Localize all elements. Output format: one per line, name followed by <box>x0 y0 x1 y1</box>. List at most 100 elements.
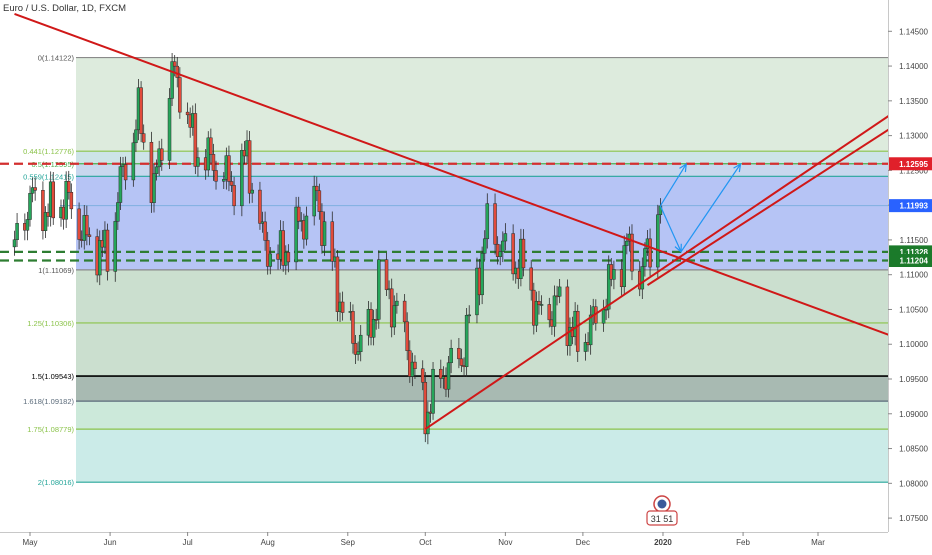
candle-body <box>240 150 244 207</box>
candle-body <box>185 111 190 116</box>
candle-body <box>25 219 30 231</box>
candle-body <box>265 240 270 267</box>
candle-body <box>640 266 645 290</box>
candle-body <box>557 286 562 297</box>
candle-body <box>87 234 92 237</box>
fib-level-label: 1.618(1.09182) <box>23 397 74 406</box>
time-tick-label: Dec <box>576 538 590 547</box>
candle-body <box>263 221 267 241</box>
candle-body <box>178 77 182 113</box>
candle-body <box>64 180 68 220</box>
candle-body <box>134 129 138 144</box>
candle-body <box>322 221 327 246</box>
candle-body <box>141 133 146 143</box>
price-tick-label: 1.14000 <box>899 62 928 71</box>
plot-area[interactable]: 0(1.14122) 0.441(1.12776) 0.5(1.12595) 0.55… <box>0 0 897 532</box>
candle-body <box>113 221 118 272</box>
candle-body <box>193 113 198 167</box>
candle-body <box>656 214 660 268</box>
candle-body <box>482 238 487 254</box>
candle-body <box>268 253 273 267</box>
candle-body <box>457 347 461 360</box>
candle-body <box>229 181 234 186</box>
candle-body <box>449 347 453 364</box>
price-badge-label: 1.12595 <box>899 160 928 169</box>
fib-zone <box>76 322 888 377</box>
candle-body <box>98 240 102 276</box>
fib-level-label: 1(1.11069) <box>38 266 74 275</box>
price-tick-label: 1.12500 <box>899 166 928 175</box>
price-badge <box>889 157 932 171</box>
candle-body <box>601 309 606 324</box>
candle-body <box>154 166 159 174</box>
candle-body <box>209 137 213 155</box>
candle-body <box>521 238 526 269</box>
candle-body <box>552 295 557 327</box>
candle-body <box>77 208 81 240</box>
candle-body <box>480 253 484 296</box>
candle-body <box>315 185 319 191</box>
candle-body <box>630 233 634 272</box>
candle-body <box>439 368 443 379</box>
candle-body <box>495 243 500 257</box>
candle-body <box>51 181 56 219</box>
fib-zone <box>76 376 888 402</box>
time-tick-label: Jul <box>182 538 192 547</box>
time-tick-label: Feb <box>736 538 750 547</box>
candle-body <box>232 185 236 207</box>
candle-body <box>446 362 451 390</box>
fib-level-label: 0(1.14122) <box>38 54 75 63</box>
candle-body <box>317 190 322 212</box>
price-badge <box>889 254 932 268</box>
tradingview-logo[interactable]: 31 51 <box>646 495 678 526</box>
candle-body <box>330 221 335 262</box>
candle-body <box>384 259 389 290</box>
candle-body <box>149 141 154 203</box>
candle-body <box>67 180 71 193</box>
time-tick-label: Mar <box>811 538 825 547</box>
candle-body <box>250 189 254 194</box>
candle-body <box>351 311 355 344</box>
candle-body <box>105 229 110 272</box>
candle-body <box>377 259 381 320</box>
fib-zone <box>76 57 888 152</box>
price-tick-label: 1.10000 <box>899 340 928 349</box>
candle-body <box>583 342 588 352</box>
projection-arrow <box>659 163 687 207</box>
time-axis[interactable]: May Jun Jul Aug Sep Oct Nov Dec 2020 Feb Mar <box>0 532 932 550</box>
candle-body <box>395 300 399 306</box>
candle-body <box>426 411 430 435</box>
price-axis[interactable]: 1.145001.140001.135001.130001.125001.120… <box>888 0 932 550</box>
candle-body <box>294 206 298 263</box>
candle-body <box>459 358 464 366</box>
candle-body <box>175 65 180 78</box>
candle-body <box>371 319 376 338</box>
candle-body <box>214 170 218 182</box>
candle-body <box>612 269 616 280</box>
candle-body <box>547 304 552 321</box>
time-tick-label: Sep <box>341 538 356 547</box>
trend-line <box>646 124 897 286</box>
price-tick-label: 1.07500 <box>899 514 928 523</box>
candle-body <box>405 321 409 351</box>
candle-body <box>402 300 407 323</box>
price-tick-label: 1.09500 <box>899 375 928 384</box>
candle-body <box>118 166 123 203</box>
candle-body <box>358 334 363 352</box>
candle-body <box>227 155 231 182</box>
candle-body <box>312 185 316 217</box>
candle-body <box>247 140 252 194</box>
projection-arrow <box>680 163 741 253</box>
candle-body <box>131 142 136 181</box>
fib-level-label: 1.5(1.09543) <box>31 372 74 381</box>
candle-body <box>410 361 415 377</box>
candle-body <box>498 251 502 257</box>
candle-body <box>420 368 425 383</box>
candle-body <box>575 310 580 352</box>
candle-body <box>15 223 19 240</box>
candle-body <box>160 148 164 161</box>
fib-level-label: 0.559(1.12415) <box>23 172 74 181</box>
projection-arrow <box>659 205 682 252</box>
candle-body <box>172 61 177 67</box>
candle-body <box>529 267 533 291</box>
